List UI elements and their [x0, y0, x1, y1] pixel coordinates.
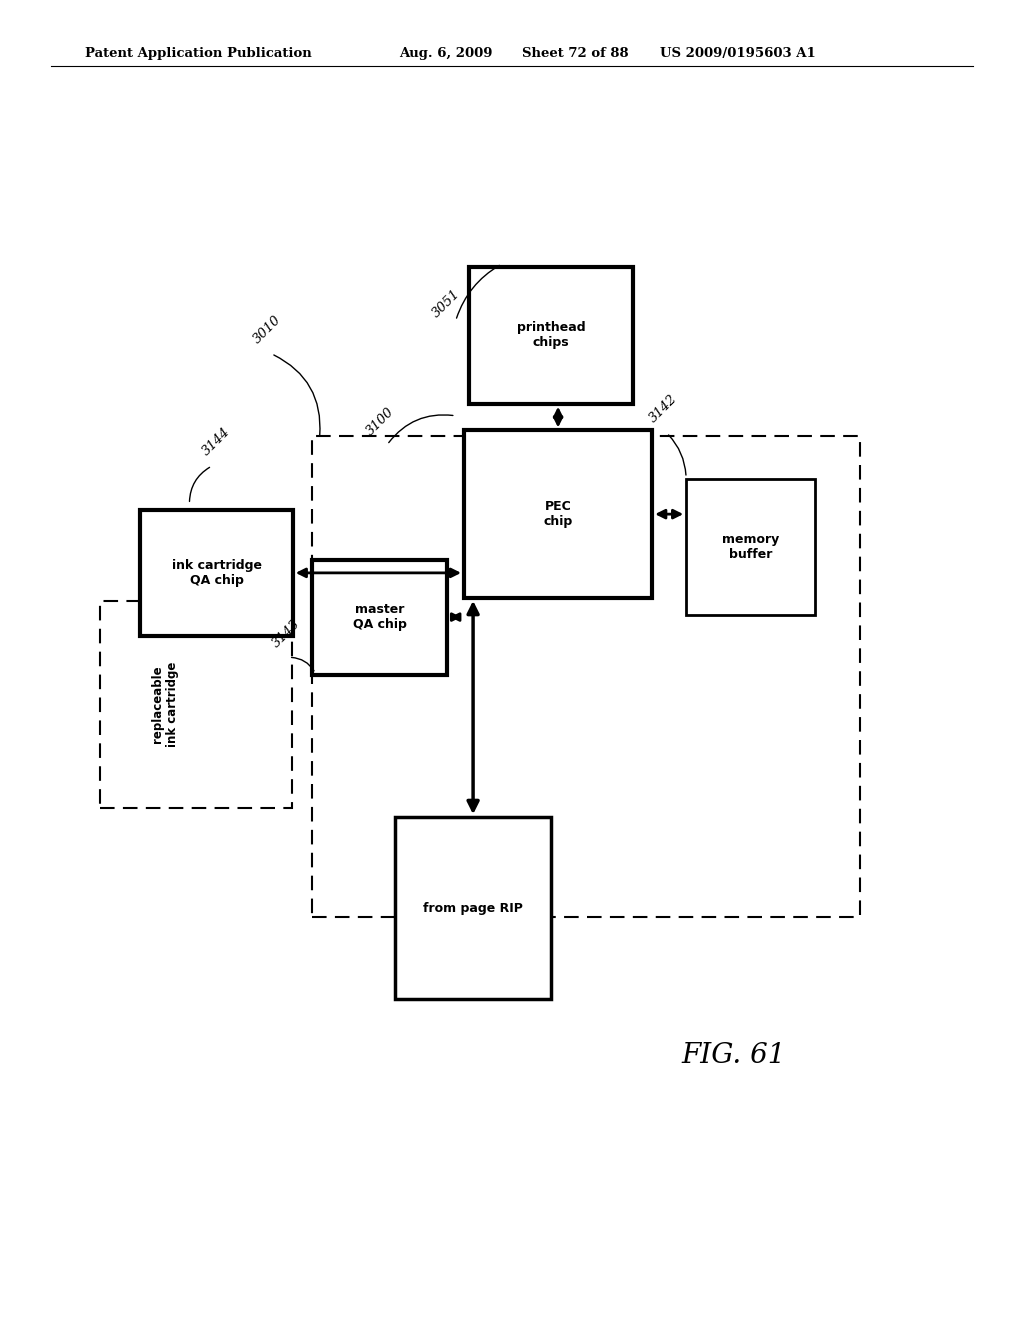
Text: Aug. 6, 2009: Aug. 6, 2009: [399, 48, 493, 59]
Text: 3010: 3010: [251, 313, 284, 346]
Text: 3142: 3142: [647, 392, 680, 425]
Bar: [469, 267, 633, 404]
Text: replaceable
ink cartridge: replaceable ink cartridge: [152, 661, 179, 747]
Text: Patent Application Publication: Patent Application Publication: [85, 48, 311, 59]
Text: printhead
chips: printhead chips: [516, 321, 586, 350]
Bar: [312, 560, 447, 675]
Text: ink cartridge
QA chip: ink cartridge QA chip: [172, 558, 261, 587]
Bar: [395, 817, 551, 999]
Text: FIG. 61: FIG. 61: [681, 1041, 785, 1069]
Text: 3144: 3144: [200, 425, 232, 458]
Text: US 2009/0195603 A1: US 2009/0195603 A1: [660, 48, 816, 59]
Bar: [464, 430, 652, 598]
Text: 3143: 3143: [269, 616, 302, 649]
Text: PEC
chip: PEC chip: [544, 500, 572, 528]
Bar: [312, 436, 860, 917]
Text: from page RIP: from page RIP: [423, 902, 523, 915]
Bar: [140, 510, 293, 636]
Text: 3100: 3100: [364, 405, 396, 438]
Bar: [686, 479, 815, 615]
Text: memory
buffer: memory buffer: [722, 533, 779, 561]
Text: master
QA chip: master QA chip: [353, 603, 407, 631]
Text: 3051: 3051: [430, 286, 463, 319]
Text: Sheet 72 of 88: Sheet 72 of 88: [522, 48, 629, 59]
Bar: [100, 601, 292, 808]
